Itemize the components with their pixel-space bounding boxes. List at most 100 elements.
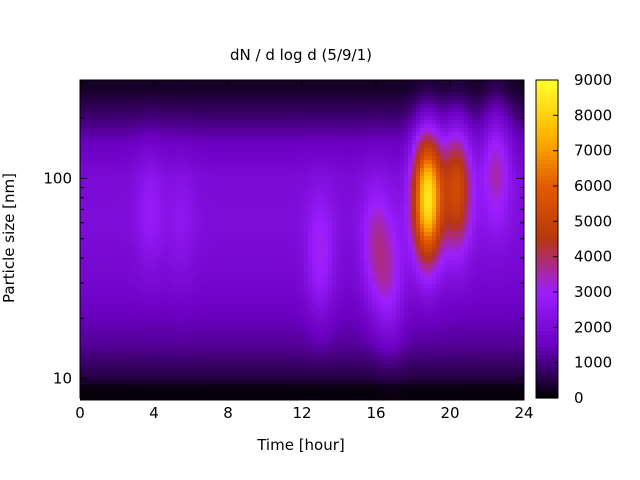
heatmap-cell: [392, 92, 397, 97]
heatmap-cell: [224, 140, 229, 145]
heatmap-cell: [396, 164, 401, 169]
heatmap-cell: [112, 116, 117, 121]
heatmap-cell: [292, 196, 297, 201]
heatmap-cell: [80, 172, 85, 177]
heatmap-cell: [180, 92, 185, 97]
heatmap-cell: [156, 188, 161, 193]
heatmap-cell: [220, 104, 225, 109]
heatmap-cell: [400, 80, 405, 85]
heatmap-cell: [456, 116, 461, 121]
heatmap-cell: [272, 156, 277, 161]
heatmap-cell: [96, 172, 101, 177]
heatmap-cell: [408, 100, 413, 105]
heatmap-cell: [132, 180, 137, 185]
heatmap-cell: [456, 192, 461, 197]
heatmap-cell: [88, 184, 93, 189]
heatmap-cell: [312, 100, 317, 105]
heatmap-cell: [308, 220, 313, 225]
heatmap-cell: [272, 120, 277, 125]
heatmap-cell: [84, 104, 89, 109]
heatmap-cell: [400, 160, 405, 165]
heatmap-cell: [492, 152, 497, 157]
heatmap-cell: [424, 136, 429, 141]
heatmap-cell: [96, 176, 101, 181]
heatmap-cell: [308, 124, 313, 129]
heatmap-cell: [136, 168, 141, 173]
heatmap-cell: [464, 164, 469, 169]
heatmap-cell: [372, 232, 377, 237]
heatmap-cell: [124, 232, 129, 237]
heatmap-cell: [252, 232, 257, 237]
heatmap-cell: [380, 168, 385, 173]
heatmap-cell: [224, 96, 229, 101]
heatmap-cell: [456, 88, 461, 93]
heatmap-cell: [292, 144, 297, 149]
heatmap-cell: [328, 116, 333, 121]
heatmap-cell: [324, 92, 329, 97]
heatmap-cell: [120, 240, 125, 245]
heatmap-cell: [152, 200, 157, 205]
heatmap-cell: [452, 252, 457, 257]
heatmap-cell: [304, 92, 309, 97]
heatmap-cell: [224, 220, 229, 225]
heatmap-cell: [84, 136, 89, 141]
heatmap-cell: [332, 232, 337, 237]
heatmap-cell: [268, 144, 273, 149]
heatmap-cell: [240, 212, 245, 217]
heatmap-cell: [472, 92, 477, 97]
heatmap-cell: [160, 176, 165, 181]
heatmap-cell: [364, 84, 369, 89]
heatmap-cell: [128, 216, 133, 221]
heatmap-cell: [88, 180, 93, 185]
heatmap-cell: [496, 136, 501, 141]
heatmap-cell: [168, 236, 173, 241]
heatmap-cell: [508, 200, 513, 205]
heatmap-cell: [500, 228, 505, 233]
heatmap-cell: [456, 224, 461, 229]
heatmap-cell: [140, 180, 145, 185]
heatmap-cell: [196, 208, 201, 213]
heatmap-cell: [472, 96, 477, 101]
heatmap-cell: [316, 228, 321, 233]
heatmap-cell: [516, 216, 521, 221]
heatmap-cell: [284, 200, 289, 205]
heatmap-cell: [156, 80, 161, 85]
heatmap-cell: [284, 236, 289, 241]
heatmap-cell: [332, 248, 337, 253]
heatmap-cell: [372, 148, 377, 153]
heatmap-cell: [292, 140, 297, 145]
heatmap-cell: [280, 80, 285, 85]
heatmap-cell: [172, 244, 177, 249]
heatmap-cell: [108, 148, 113, 153]
heatmap-cell: [360, 112, 365, 117]
heatmap-cell: [100, 208, 105, 213]
heatmap-cell: [476, 100, 481, 105]
heatmap-cell: [196, 188, 201, 193]
heatmap-cell: [260, 196, 265, 201]
heatmap-cell: [96, 236, 101, 241]
heatmap-cell: [244, 104, 249, 109]
heatmap-cell: [132, 156, 137, 161]
heatmap-cell: [472, 224, 477, 229]
heatmap-cell: [276, 184, 281, 189]
heatmap-cell: [520, 88, 525, 93]
heatmap-cell: [356, 100, 361, 105]
heatmap-cell: [200, 212, 205, 217]
heatmap-cell: [436, 148, 441, 153]
heatmap-cell: [180, 204, 185, 209]
heatmap-cell: [200, 92, 205, 97]
heatmap-cell: [396, 116, 401, 121]
heatmap-cell: [164, 160, 169, 165]
heatmap-cell: [408, 224, 413, 229]
heatmap-cell: [388, 80, 393, 85]
heatmap-cell: [252, 96, 257, 101]
heatmap-cell: [240, 168, 245, 173]
heatmap-cell: [380, 156, 385, 161]
heatmap-cell: [388, 116, 393, 121]
heatmap-cell: [220, 88, 225, 93]
heatmap-cell: [348, 236, 353, 241]
heatmap-cell: [364, 156, 369, 161]
heatmap-cell: [344, 244, 349, 249]
heatmap-cell: [92, 112, 97, 117]
heatmap-cell: [108, 216, 113, 221]
